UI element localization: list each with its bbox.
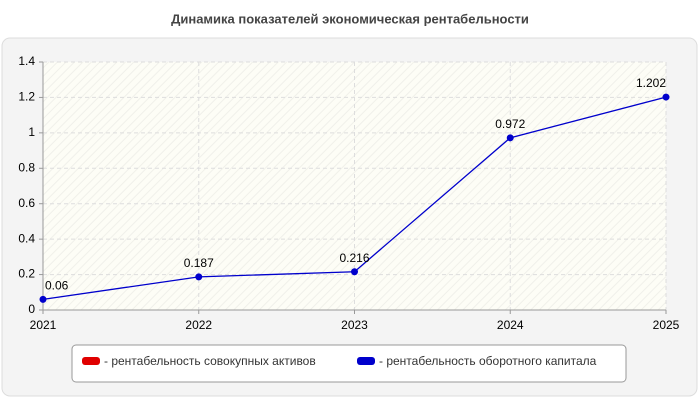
y-tick-label: 0.4 [18,231,35,245]
point [662,93,670,101]
legend [71,344,627,383]
point [195,273,203,281]
x-tick-label: 2025 [653,318,680,332]
data-label: 0.06 [45,279,69,293]
y-tick-label: 0.8 [18,160,35,174]
legend-marker [82,357,100,365]
y-tick-label: 1 [28,125,35,139]
chart-title: Динамика показателей экономическая рента… [171,11,529,26]
y-tick-label: 1.4 [18,54,35,68]
y-tick-label: 1.2 [18,90,35,104]
y-tick-label: 0.6 [18,196,35,210]
point [351,268,358,276]
data-label: 0.972 [495,117,525,131]
x-tick-label: 2022 [185,318,212,332]
data-label: 1.202 [636,76,666,90]
x-tick-label: 2023 [341,318,368,332]
point [506,134,514,142]
legend-marker [357,357,375,365]
x-tick-label: 2024 [497,318,524,332]
data-label: 0.187 [184,256,214,270]
data-label: 0.216 [339,251,369,265]
y-tick-label: 0.2 [18,267,35,281]
x-tick-label: 2021 [30,318,57,332]
legend-label: - рентабельность совокупных активов [104,354,316,368]
legend-label: - рентабельность оборотного капитала [379,354,597,368]
y-tick-label: 0 [28,302,35,316]
point [39,295,47,303]
